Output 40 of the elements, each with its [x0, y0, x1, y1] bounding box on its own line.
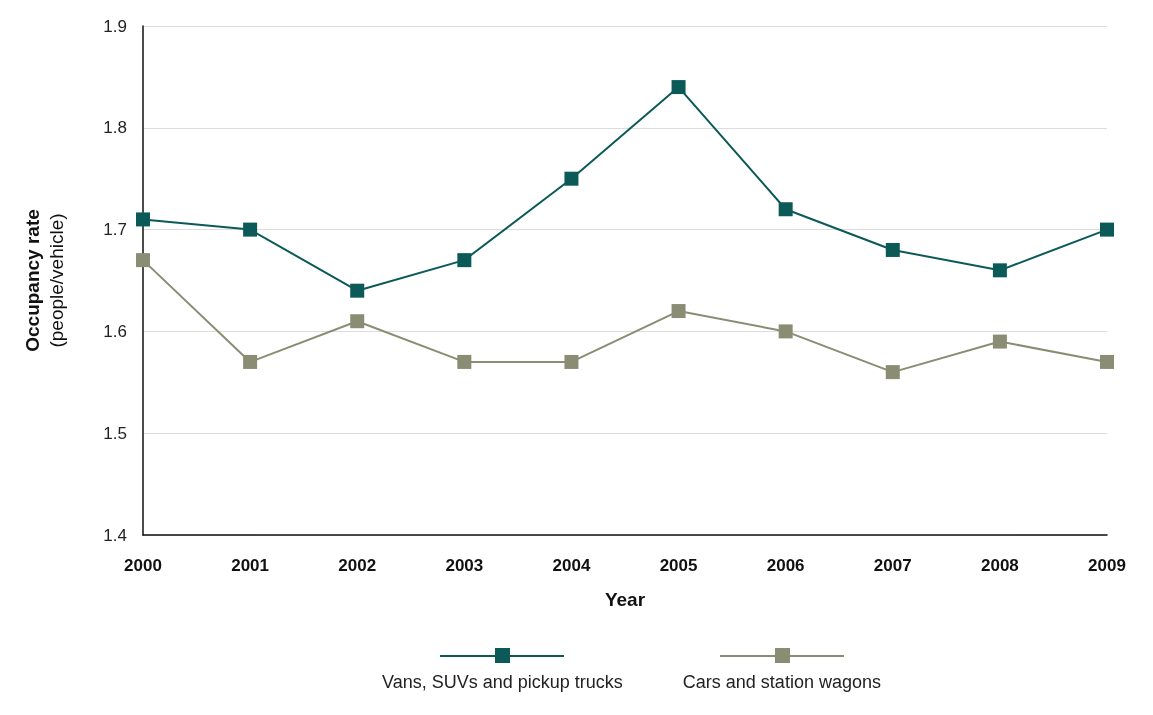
- point: [778, 202, 793, 217]
- point: [885, 242, 900, 257]
- point: [350, 314, 365, 329]
- point: [778, 324, 793, 339]
- x-tick-label: 2003: [445, 556, 484, 575]
- point: [136, 253, 150, 268]
- point: [243, 354, 258, 369]
- point: [457, 253, 472, 268]
- x-axis-title: Year: [604, 589, 646, 610]
- legend-label: Vans, SUVs and pickup trucks: [382, 672, 623, 693]
- point: [671, 80, 686, 95]
- y-tick-label: 1.5: [103, 423, 127, 443]
- point: [457, 354, 472, 369]
- x-tick-label: 2005: [659, 556, 698, 575]
- y-tick-label: 1.9: [103, 16, 127, 36]
- point: [243, 222, 258, 237]
- point: [885, 365, 900, 380]
- y-axis-title: Occupancy rate (people/vehicle): [21, 209, 67, 352]
- x-tick-label: 2000: [124, 556, 162, 575]
- point: [992, 263, 1007, 278]
- x-tick-label: 2002: [338, 556, 377, 575]
- point: [1100, 222, 1114, 237]
- y-tick-label: 1.8: [103, 118, 127, 138]
- point: [350, 283, 365, 298]
- point: [136, 212, 150, 227]
- x-tick-label: 2009: [1088, 556, 1126, 575]
- point: [1100, 354, 1114, 369]
- x-tick-label: 2004: [552, 556, 591, 575]
- point: [564, 171, 579, 186]
- point: [564, 354, 579, 369]
- point: [992, 334, 1007, 349]
- x-tick-label: 2008: [980, 556, 1019, 575]
- y-tick-label: 1.6: [103, 321, 127, 341]
- x-tick-label: 2001: [231, 556, 270, 575]
- y-tick-label: 1.4: [103, 525, 127, 545]
- point: [671, 304, 686, 319]
- y-tick-label: 1.7: [103, 220, 127, 240]
- legend-label: Cars and station wagons: [682, 672, 881, 693]
- x-tick-label: 2007: [873, 556, 912, 575]
- x-tick-label: 2006: [766, 556, 805, 575]
